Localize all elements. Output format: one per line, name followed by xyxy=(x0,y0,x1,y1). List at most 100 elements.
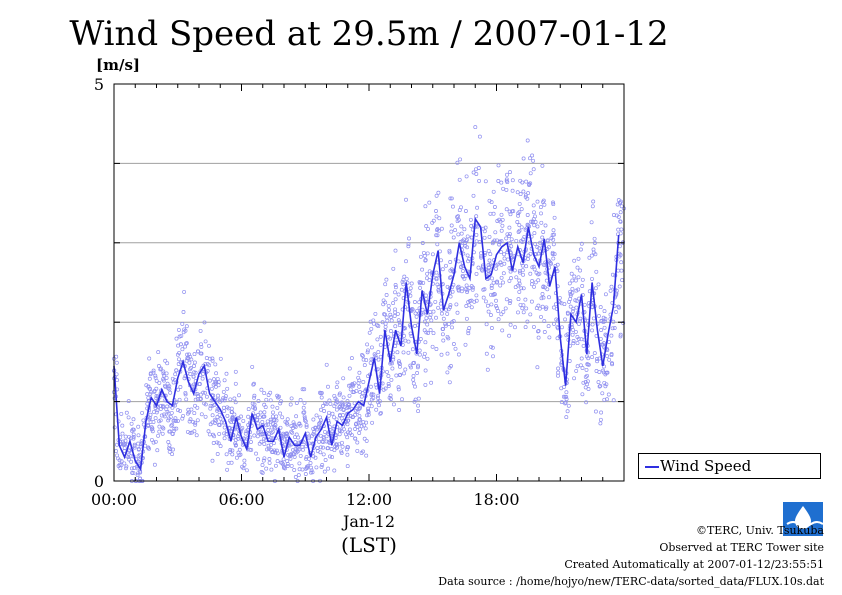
sample-point xyxy=(322,469,327,474)
sample-point xyxy=(456,214,461,219)
sample-point xyxy=(531,167,536,172)
sample-point xyxy=(411,374,416,378)
sample-point xyxy=(273,450,278,455)
sample-point xyxy=(565,310,570,315)
sample-point xyxy=(153,373,158,378)
sample-point xyxy=(461,269,465,273)
sample-point xyxy=(550,252,555,256)
sample-point xyxy=(148,412,153,417)
sample-point xyxy=(199,412,204,417)
sample-point xyxy=(181,310,186,314)
sample-point xyxy=(612,326,617,330)
sample-point xyxy=(285,422,290,427)
sample-point xyxy=(353,427,358,431)
sample-point xyxy=(289,396,294,401)
sample-point xyxy=(281,457,286,462)
sample-point xyxy=(585,373,589,378)
sample-point xyxy=(570,278,575,283)
sample-point xyxy=(563,317,568,322)
sample-point xyxy=(210,403,215,408)
sample-point xyxy=(195,405,200,410)
footer-created: Created Automatically at 2007-01-12/23:5… xyxy=(564,558,824,571)
sample-point xyxy=(536,328,541,333)
sample-point xyxy=(355,406,360,411)
sample-point xyxy=(564,390,569,395)
plot-frame xyxy=(113,83,625,482)
sample-point xyxy=(232,412,237,417)
sample-point xyxy=(550,233,555,237)
sample-point xyxy=(186,407,191,412)
sample-point xyxy=(561,394,566,399)
sample-point xyxy=(167,443,172,448)
sample-point xyxy=(423,382,428,387)
sample-point xyxy=(467,256,472,261)
sample-point xyxy=(383,386,388,391)
sample-point xyxy=(576,322,581,326)
sample-point xyxy=(165,384,170,389)
sample-point xyxy=(574,305,579,310)
sample-point xyxy=(524,179,529,184)
sample-point xyxy=(302,418,307,423)
sample-point xyxy=(519,225,524,230)
sample-point xyxy=(225,467,230,472)
sample-point xyxy=(161,369,166,374)
sample-point xyxy=(526,223,531,228)
sample-point xyxy=(247,447,252,452)
sample-point xyxy=(415,365,420,370)
sample-point xyxy=(151,440,156,445)
sample-point xyxy=(369,357,374,362)
sample-point xyxy=(431,331,436,336)
sample-point xyxy=(571,306,576,311)
series-line-path xyxy=(113,216,620,472)
sample-point xyxy=(413,397,418,402)
sample-point xyxy=(154,378,159,383)
sample-point xyxy=(494,304,499,308)
sample-point xyxy=(183,344,188,349)
sample-point xyxy=(489,326,494,330)
sample-point xyxy=(526,191,531,196)
sample-point xyxy=(252,393,257,398)
sample-point xyxy=(349,433,354,438)
sample-point xyxy=(151,368,156,373)
sample-point xyxy=(468,217,473,222)
sample-point xyxy=(551,202,556,207)
sample-point xyxy=(322,429,327,434)
sample-point xyxy=(357,370,362,375)
sample-point xyxy=(412,399,417,404)
sample-point xyxy=(293,449,298,454)
sample-point xyxy=(524,264,529,269)
sample-point xyxy=(487,265,491,270)
sample-point xyxy=(435,282,440,287)
sample-point xyxy=(455,285,460,290)
sample-point xyxy=(459,265,464,270)
sample-point xyxy=(496,317,501,322)
sample-point xyxy=(466,300,471,305)
sample-point xyxy=(297,461,302,466)
sample-point xyxy=(199,342,203,347)
sample-point xyxy=(187,419,192,424)
sample-point xyxy=(459,231,464,236)
sample-point xyxy=(610,361,614,366)
sample-point xyxy=(540,292,545,296)
sample-point xyxy=(192,360,197,365)
sample-point xyxy=(447,380,452,385)
sample-point xyxy=(557,295,562,300)
sample-point xyxy=(597,384,602,389)
sample-point xyxy=(494,266,498,271)
sample-point xyxy=(242,458,247,463)
sample-point xyxy=(193,403,197,408)
sample-point xyxy=(157,424,162,429)
sample-point xyxy=(283,466,287,471)
sample-point xyxy=(551,237,556,242)
sample-point xyxy=(537,306,542,311)
sample-point xyxy=(593,252,598,257)
sample-point xyxy=(270,414,275,419)
sample-point xyxy=(357,431,362,435)
sample-point xyxy=(135,473,140,477)
sample-point xyxy=(416,403,421,408)
sample-point xyxy=(529,299,534,304)
sample-point xyxy=(269,435,274,440)
sample-point xyxy=(147,356,152,361)
sample-point xyxy=(573,278,578,283)
sample-point xyxy=(346,403,351,408)
